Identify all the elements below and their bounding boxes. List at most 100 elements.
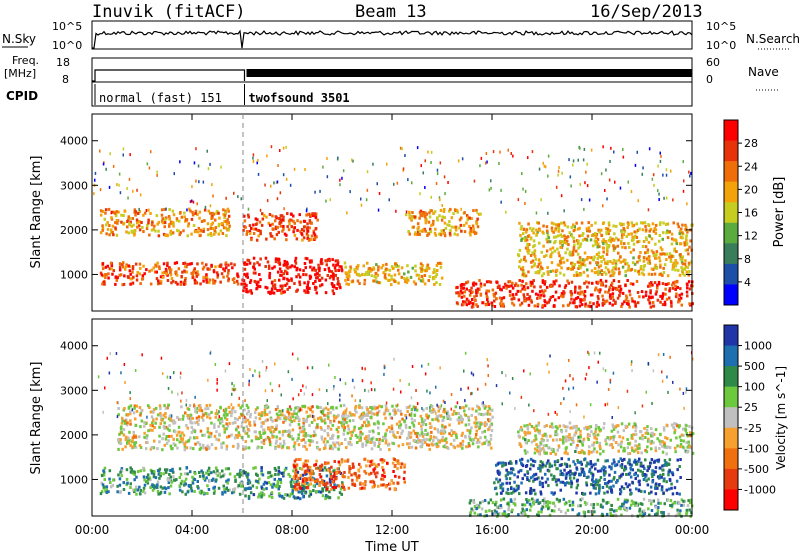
heatmap-cell — [214, 218, 217, 222]
heatmap-cell — [309, 492, 313, 496]
heatmap-cell — [285, 233, 288, 237]
heatmap-cell — [246, 482, 250, 485]
heatmap-cell — [652, 254, 656, 258]
heatmap-cell — [279, 214, 283, 218]
heatmap-cell — [198, 447, 202, 451]
heatmap-cell — [566, 235, 570, 239]
heatmap-cell — [193, 436, 196, 440]
heatmap-cell — [537, 221, 540, 225]
heatmap-cell — [161, 221, 165, 225]
heatmap-cell — [417, 273, 421, 277]
heatmap-cell — [259, 436, 263, 440]
heatmap-cell — [604, 482, 608, 485]
heatmap-cell — [209, 431, 213, 435]
heatmap-cell — [336, 484, 339, 488]
heatmap-cell — [255, 283, 259, 287]
heatmap-cell — [162, 262, 166, 266]
heatmap-cell — [470, 413, 473, 417]
heatmap-cell — [319, 260, 323, 264]
heatmap-cell — [595, 478, 598, 482]
heatmap-cell — [607, 232, 610, 236]
heatmap-cell — [356, 267, 359, 271]
heatmap-cell — [541, 279, 545, 283]
heatmap-cell — [264, 437, 267, 441]
heatmap-cell — [567, 303, 570, 307]
heatmap-cell — [304, 480, 307, 484]
heatmap-cell — [256, 474, 259, 477]
heatmap-cell — [421, 420, 424, 424]
heatmap-cell — [415, 273, 419, 277]
heatmap-cell — [553, 249, 557, 253]
heatmap-cell — [563, 468, 566, 472]
heatmap-cell — [292, 219, 295, 223]
heatmap-cell — [394, 435, 398, 439]
heatmap-cell — [441, 435, 445, 439]
heatmap-cell — [443, 175, 446, 179]
heatmap-cell — [362, 264, 365, 268]
heatmap-cell — [344, 409, 348, 413]
heatmap-cell — [634, 477, 637, 480]
heatmap-cell — [542, 272, 546, 276]
heatmap-cell — [348, 467, 351, 471]
heatmap-cell — [396, 467, 399, 471]
heatmap-cell — [599, 469, 602, 473]
heatmap-cell — [338, 443, 341, 447]
heatmap-cell — [421, 442, 424, 446]
heatmap-cell — [667, 487, 671, 491]
heatmap-cell — [247, 213, 250, 217]
heatmap-cell — [487, 303, 491, 306]
heatmap-cell — [159, 407, 162, 411]
heatmap-cell — [124, 267, 127, 271]
heatmap-cell — [369, 437, 372, 441]
heatmap-cell — [527, 270, 530, 274]
heatmap-cell — [585, 476, 589, 479]
heatmap-cell — [586, 184, 589, 188]
heatmap-cell — [398, 462, 401, 466]
heatmap-cell — [375, 280, 379, 284]
heatmap-cell — [551, 477, 554, 481]
heatmap-cell — [325, 482, 328, 486]
heatmap-cell — [320, 468, 324, 472]
heatmap-cell — [319, 189, 321, 193]
heatmap-cell — [260, 440, 263, 444]
heatmap-cell — [185, 466, 188, 470]
heatmap-cell — [559, 241, 562, 245]
heatmap-cell — [372, 485, 376, 488]
heatmap-cell — [301, 479, 305, 483]
heatmap-cell — [581, 234, 584, 237]
heatmap-cell — [153, 426, 156, 429]
heatmap-cell — [664, 252, 667, 256]
heatmap-cell — [665, 480, 668, 484]
heatmap-cell — [604, 466, 607, 470]
heatmap-cell — [114, 221, 117, 225]
heatmap-cell — [651, 480, 654, 484]
heatmap-cell — [150, 469, 154, 473]
heatmap-cell — [656, 298, 660, 302]
heatmap-cell — [364, 443, 368, 447]
heatmap-cell — [677, 225, 680, 229]
heatmap-cell — [408, 232, 411, 236]
heatmap-cell — [574, 285, 577, 289]
heatmap-cell — [367, 420, 370, 424]
heatmap-cell — [535, 228, 538, 232]
heatmap-cell — [682, 267, 685, 271]
heatmap-cell — [440, 276, 444, 280]
heatmap-cell — [278, 437, 282, 441]
cpid-mode-label: twofsound 3501 — [249, 91, 350, 105]
heatmap-cell — [316, 479, 319, 482]
heatmap-cell — [237, 403, 240, 407]
heatmap-cell — [139, 488, 142, 492]
heatmap-cell — [523, 237, 526, 241]
heatmap-cell — [542, 224, 545, 228]
heatmap-cell — [358, 462, 361, 466]
heatmap-cell — [618, 476, 621, 480]
heatmap-cell — [135, 278, 139, 282]
heatmap-cell — [236, 472, 239, 476]
heatmap-cell — [269, 483, 273, 487]
heatmap-cell — [294, 468, 298, 472]
heatmap-cell — [296, 438, 299, 442]
heatmap-cell — [142, 475, 146, 479]
heatmap-cell — [325, 414, 328, 418]
heatmap-cell — [145, 227, 149, 231]
heatmap-cell — [625, 294, 628, 298]
